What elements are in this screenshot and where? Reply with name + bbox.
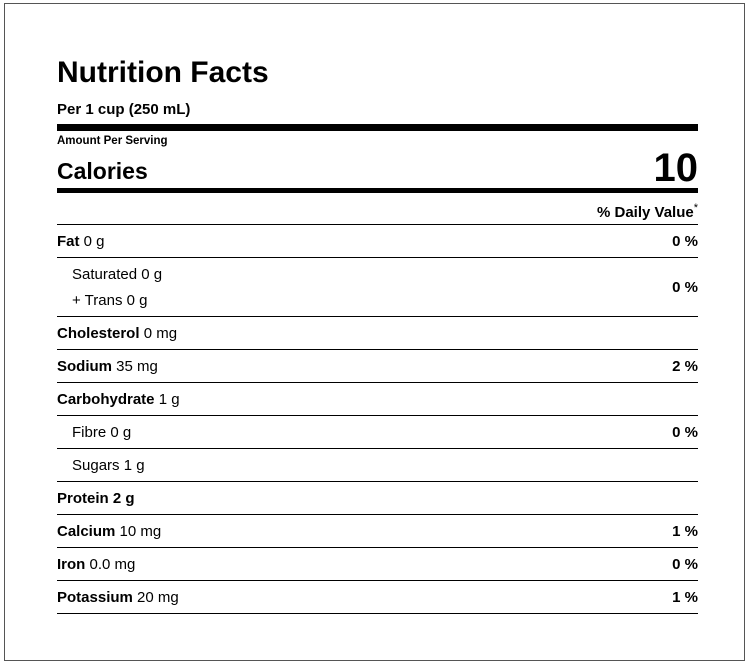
nutrient-percent: 2 % xyxy=(672,357,698,375)
nutrient-name: Saturated xyxy=(72,265,138,283)
daily-value-header: % Daily Value* xyxy=(57,193,698,225)
nutrient-name: + Trans xyxy=(72,291,123,309)
nutrient-percent: 0 % xyxy=(672,555,698,573)
nutrient-name: Sodium xyxy=(57,357,112,375)
calories-label: Calories xyxy=(57,158,148,184)
trans-line: + Trans 0 g xyxy=(72,292,162,309)
nutrient-row-potassium: Potassium 20 mg 1 % xyxy=(57,581,698,614)
nutrient-amount: 2 g xyxy=(112,489,135,507)
nutrient-row-calcium: Calcium 10 mg 1 % xyxy=(57,515,698,548)
nutrient-row-sugars: Sugars 1 g xyxy=(57,449,698,482)
thick-divider xyxy=(57,124,698,131)
nutrient-name: Potassium xyxy=(57,588,133,606)
calories-value: 10 xyxy=(653,146,699,190)
nutrient-amount: 35 mg xyxy=(116,357,158,375)
nutrient-percent: 0 % xyxy=(672,232,698,250)
label-frame: Nutrition Facts Per 1 cup (250 mL) Amoun… xyxy=(4,3,745,661)
nutrient-name: Fibre xyxy=(72,423,107,441)
nutrient-amount: 1 g xyxy=(158,390,180,408)
nutrient-name: Fat xyxy=(57,232,80,250)
nutrient-row-fat-breakdown: Saturated 0 g + Trans 0 g 0 % xyxy=(57,258,698,317)
nutrient-amount: 0 g xyxy=(141,265,163,283)
nutrient-name: Carbohydrate xyxy=(57,390,155,408)
nutrient-amount: 1 g xyxy=(123,456,145,474)
nutrition-facts-panel: Nutrition Facts Per 1 cup (250 mL) Amoun… xyxy=(57,56,698,614)
nutrient-percent: 0 % xyxy=(672,278,698,296)
label-title: Nutrition Facts xyxy=(57,56,269,89)
calories-row: Calories 10 xyxy=(57,148,698,188)
nutrient-percent: 1 % xyxy=(672,522,698,540)
nutrient-name: Protein xyxy=(57,489,109,507)
saturated-line: Saturated 0 g xyxy=(72,266,162,283)
nutrient-amount: 10 mg xyxy=(119,522,162,540)
nutrient-row-carbohydrate: Carbohydrate 1 g xyxy=(57,383,698,416)
nutrient-amount: 0 g xyxy=(110,423,132,441)
nutrient-row-cholesterol: Cholesterol 0 mg xyxy=(57,317,698,350)
nutrient-row-fibre: Fibre 0 g 0 % xyxy=(57,416,698,449)
nutrient-name: Cholesterol xyxy=(57,324,140,342)
nutrient-row-iron: Iron 0.0 mg 0 % xyxy=(57,548,698,581)
nutrient-amount: 0 g xyxy=(126,291,148,309)
nutrient-name: Sugars xyxy=(72,456,120,474)
medium-divider xyxy=(57,188,698,193)
nutrient-amount: 0.0 mg xyxy=(89,555,136,573)
nutrient-row-fat: Fat 0 g 0 % xyxy=(57,225,698,258)
nutrient-percent: 1 % xyxy=(672,588,698,606)
nutrient-name: Iron xyxy=(57,555,86,573)
nutrient-amount: 0 mg xyxy=(143,324,178,342)
nutrient-amount: 20 mg xyxy=(137,588,179,606)
serving-size: Per 1 cup (250 mL) xyxy=(57,101,191,118)
nutrient-percent: 0 % xyxy=(672,423,698,441)
nutrient-name: Calcium xyxy=(57,522,116,540)
nutrient-row-protein: Protein 2 g xyxy=(57,482,698,515)
daily-value-asterisk: * xyxy=(693,202,698,214)
nutrient-row-sodium: Sodium 35 mg 2 % xyxy=(57,350,698,383)
daily-value-text: % Daily Value xyxy=(597,204,694,221)
amount-per-serving: Amount Per Serving xyxy=(57,135,168,147)
nutrient-amount: 0 g xyxy=(83,232,105,250)
